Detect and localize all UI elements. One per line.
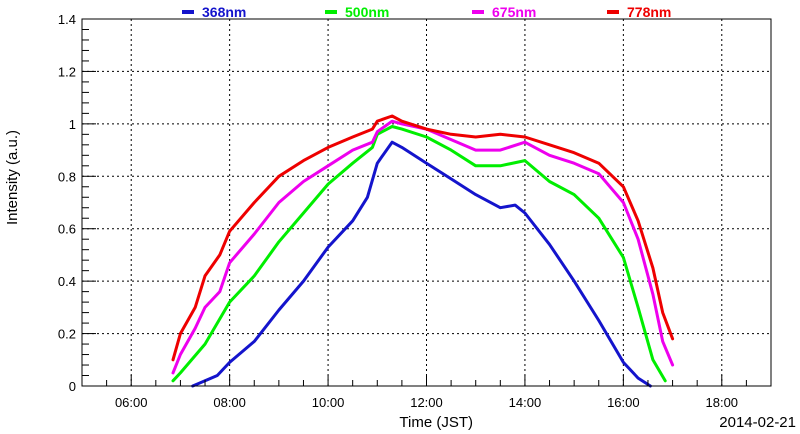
y-tick-label: 0.8 bbox=[58, 169, 76, 184]
y-tick-label: 1.4 bbox=[58, 12, 76, 27]
axis-tick-labels: 06:00 08:00 10:00 12:00 14:00 16:00 18:00 0 0.2 0… bbox=[58, 12, 738, 410]
series-layer bbox=[171, 114, 675, 388]
x-tick-label: 12:00 bbox=[410, 395, 443, 410]
x-tick-label: 06:00 bbox=[115, 395, 148, 410]
grid-lines bbox=[82, 19, 771, 386]
y-tick-label: 0.4 bbox=[58, 274, 76, 289]
y-tick-label: 1.2 bbox=[58, 64, 76, 79]
y-axis-title: Intensity (a.u.) bbox=[4, 130, 21, 225]
series-line-675nm bbox=[171, 119, 675, 375]
x-axis-title: Time (JST) bbox=[399, 414, 473, 431]
legend-label: 500nm bbox=[345, 4, 389, 20]
legend: 368nm 500nm 675nm 778nm bbox=[182, 4, 671, 20]
x-tick-label: 10:00 bbox=[312, 395, 345, 410]
y-tick-label: 1 bbox=[69, 117, 76, 132]
legend-label: 778nm bbox=[627, 4, 671, 20]
y-tick-label: 0.2 bbox=[58, 327, 76, 342]
x-tick-label: 08:00 bbox=[213, 395, 246, 410]
series-line-368nm bbox=[191, 140, 652, 388]
y-tick-label: 0 bbox=[69, 379, 76, 394]
date-label: 2014-02-21 bbox=[719, 414, 796, 431]
x-tick-label: 18:00 bbox=[706, 395, 739, 410]
y-tick-label: 0.6 bbox=[58, 222, 76, 237]
series-line-500nm bbox=[171, 125, 667, 383]
series-line-778nm bbox=[171, 114, 675, 362]
legend-label: 675nm bbox=[492, 4, 536, 20]
x-tick-label: 16:00 bbox=[607, 395, 640, 410]
legend-label: 368nm bbox=[202, 4, 246, 20]
axis-ticks bbox=[81, 18, 772, 387]
x-tick-label: 14:00 bbox=[509, 395, 542, 410]
